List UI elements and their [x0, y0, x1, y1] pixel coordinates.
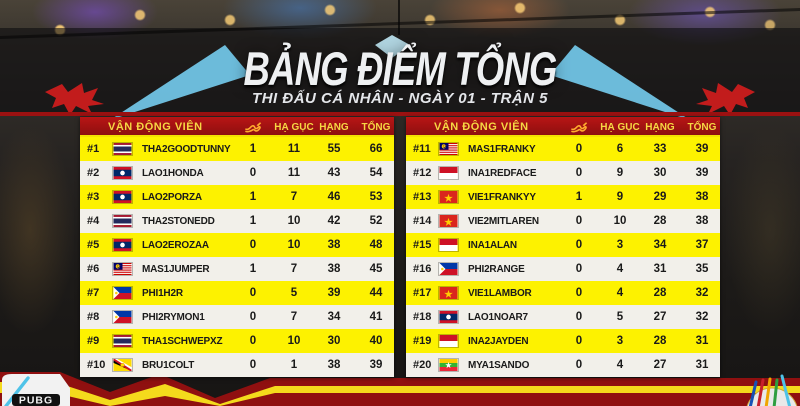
svg-text:PUBG: PUBG: [19, 395, 53, 406]
